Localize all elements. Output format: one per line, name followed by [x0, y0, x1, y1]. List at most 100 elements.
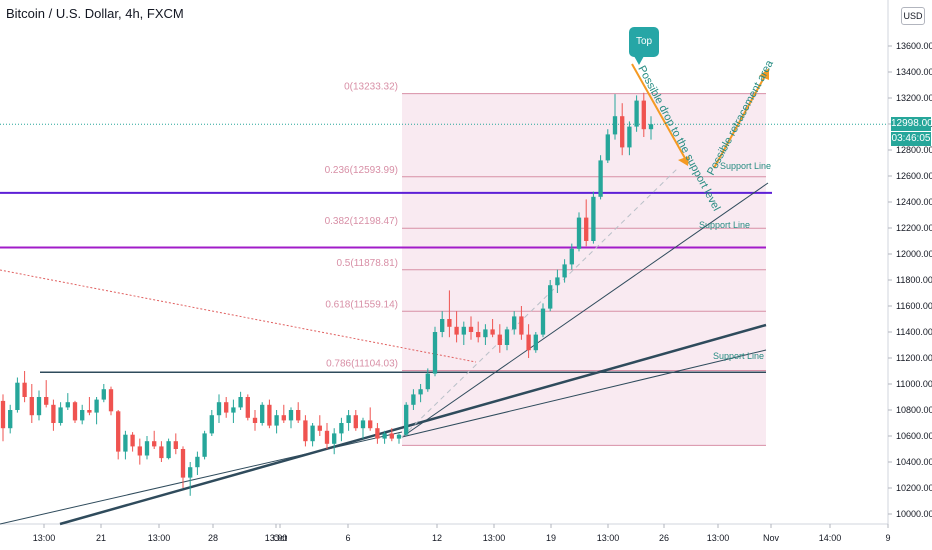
- candle-body: [281, 415, 286, 421]
- candle-body: [418, 389, 423, 395]
- candle-body: [8, 410, 13, 429]
- candle-body: [332, 433, 337, 444]
- projection-line-dashed: [401, 167, 679, 438]
- candle-body: [80, 410, 85, 421]
- candle-body: [627, 126, 632, 148]
- candle-body: [324, 430, 330, 444]
- retrace-arrow-head: [759, 68, 769, 80]
- y-tick-label: 10000.00: [896, 509, 932, 519]
- candle-body: [468, 326, 474, 332]
- candle-body: [180, 449, 186, 478]
- support-line-label: Support Line: [713, 351, 764, 361]
- y-tick-label: 10600.00: [896, 431, 932, 441]
- candle-body: [641, 100, 646, 130]
- y-tick-label: 11800.00: [896, 275, 932, 285]
- x-tick-label: 13:00: [33, 533, 56, 543]
- major-trendline: [59, 323, 767, 526]
- candle-body: [454, 326, 459, 335]
- candle-body: [425, 373, 430, 390]
- candle-body: [144, 441, 150, 456]
- candle-body: [368, 420, 373, 429]
- candle-body: [216, 402, 222, 416]
- candle-body: [389, 433, 394, 439]
- candle-body: [440, 319, 445, 332]
- candle-body: [116, 411, 121, 452]
- minor-trendline: [0, 431, 403, 525]
- candle-body: [159, 446, 164, 459]
- candle-body: [296, 410, 301, 421]
- x-tick-label: 9: [885, 533, 890, 543]
- candle-body: [382, 433, 387, 439]
- support-line-label: Support Line: [720, 161, 771, 171]
- x-tick-label: 13:00: [265, 533, 288, 543]
- support-trendline-shallow: [401, 349, 767, 438]
- x-tick-label: 21: [96, 533, 106, 543]
- y-tick-label: 10400.00: [896, 457, 932, 467]
- candle-body: [634, 100, 639, 127]
- candle-body: [497, 334, 502, 345]
- candle-body: [648, 124, 654, 130]
- candle-body: [562, 264, 567, 278]
- candle-body: [252, 417, 258, 423]
- candle-body: [15, 382, 20, 410]
- candle-body: [533, 334, 538, 351]
- candle-body: [555, 277, 560, 286]
- candle-body: [569, 248, 574, 265]
- candle-body: [396, 434, 402, 439]
- y-tick-label: 10800.00: [896, 405, 932, 415]
- last-price-tag: 12998.00: [891, 117, 932, 132]
- candle-body: [620, 116, 625, 148]
- candle-body: [101, 389, 106, 400]
- candle-body: [576, 217, 582, 249]
- x-tick-label: 19: [546, 533, 556, 543]
- x-tick-label: 13:00: [707, 533, 730, 543]
- candle-body: [310, 425, 315, 442]
- top-callout[interactable]: Top: [629, 27, 659, 65]
- candle-body: [612, 116, 618, 135]
- candle-body: [72, 402, 78, 421]
- candle-body: [195, 456, 200, 468]
- candle-body: [598, 160, 603, 197]
- candle-body: [490, 329, 495, 335]
- candle-body: [0, 400, 6, 429]
- candle-body: [339, 423, 344, 434]
- y-tick-label: 12200.00: [896, 223, 932, 233]
- y-tick-label: 12600.00: [896, 171, 932, 181]
- fib-level-label: 0.236(12593.99): [325, 165, 398, 176]
- candle-body: [137, 446, 142, 456]
- x-tick-label: Nov: [763, 533, 780, 543]
- candle-body: [87, 410, 92, 413]
- candle-body: [238, 397, 243, 408]
- candle-body: [152, 441, 157, 447]
- candle-body: [605, 134, 610, 161]
- candle-body: [188, 467, 193, 478]
- support-line-label: Support Line: [699, 220, 750, 230]
- candle-body: [231, 407, 236, 413]
- x-tick-label: 13:00: [597, 533, 620, 543]
- candle-body: [447, 319, 452, 327]
- candle-body: [288, 410, 294, 421]
- candle-body: [540, 308, 546, 335]
- x-tick-label: 6: [345, 533, 350, 543]
- candle-body: [58, 407, 63, 423]
- y-tick-label: 11400.00: [896, 327, 932, 337]
- drop-arrow-head: [678, 156, 689, 166]
- candle-body: [519, 316, 524, 335]
- y-tick-label: 12800.00: [896, 145, 932, 155]
- x-tick-label: 26: [659, 533, 669, 543]
- candle-body: [317, 425, 322, 431]
- x-tick-label: Oct: [273, 533, 288, 543]
- candle-body: [224, 402, 229, 413]
- candle-body: [260, 404, 265, 423]
- currency-selector[interactable]: USD: [901, 7, 925, 25]
- chart-title: Bitcoin / U.S. Dollar, 4h, FXCM: [6, 6, 184, 21]
- bar-countdown-tag: 03:46:05: [891, 132, 931, 147]
- candle-body: [44, 397, 49, 405]
- y-tick-label: 13600.00: [896, 41, 932, 51]
- fib-level-label: 0.382(12198.47): [325, 216, 398, 227]
- x-tick-label: 13:00: [483, 533, 506, 543]
- candle-body: [432, 332, 438, 374]
- candle-body: [130, 434, 135, 447]
- candle-body: [461, 326, 466, 335]
